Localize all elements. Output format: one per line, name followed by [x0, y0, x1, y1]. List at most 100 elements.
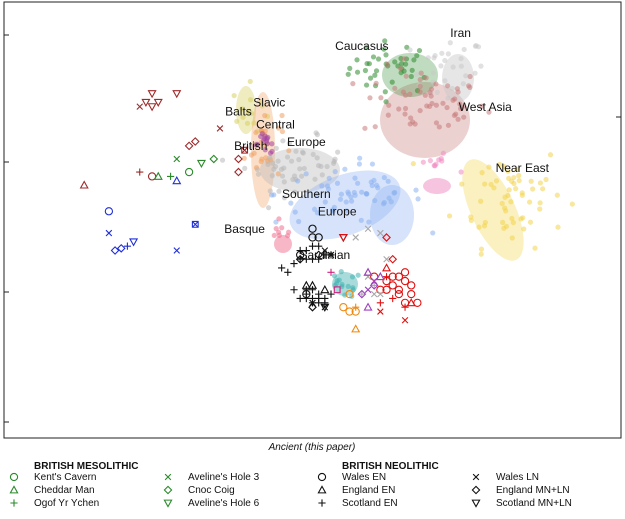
sample-point-mesolithic-green-plus — [166, 172, 175, 180]
sample-point-mesolithic-green-diamond — [209, 154, 219, 164]
reference-point-near-east — [519, 192, 525, 198]
reference-point-near-east — [503, 208, 509, 214]
reference-point-iran — [458, 63, 464, 69]
sample-point-british-neolithic-diamond — [314, 250, 324, 260]
reference-point-west-asia — [428, 86, 435, 92]
sample-point-mesolithic-green-x — [173, 155, 181, 163]
reference-point-caucasus — [382, 89, 388, 95]
reference-point-near-east — [488, 181, 494, 188]
reference-point-west-asia — [402, 105, 409, 112]
reference-point-near-east — [528, 178, 534, 184]
sample-point-british-neolithic-x — [321, 247, 329, 254]
reference-point-iran — [478, 63, 484, 69]
legend-label-scotland-en: Scotland EN — [342, 498, 398, 509]
reference-point-near-east — [532, 245, 538, 251]
reference-point-central-europe — [242, 165, 248, 171]
reference-point-southern-europe — [356, 161, 363, 167]
sample-point-british-neolithic — [302, 246, 310, 255]
reference-point-iran — [449, 85, 455, 92]
reference-point-west-asia — [386, 102, 392, 108]
reference-point-southern-europe — [273, 219, 279, 225]
reference-point-sardinian — [339, 281, 345, 288]
reference-point-west-asia — [486, 109, 492, 115]
reference-point-british — [275, 125, 282, 131]
reference-point-british — [241, 155, 247, 161]
reference-point-sardinian — [349, 274, 356, 280]
reference-point-near-east — [497, 161, 503, 168]
sample-point-purple-cluster-diamond — [357, 289, 367, 299]
reference-point-southern-europe — [343, 208, 350, 214]
reference-population-points — [219, 38, 575, 299]
reference-point-british-purple — [269, 141, 275, 147]
sample-point-aveline-s-hole-3 — [105, 229, 113, 237]
reference-point-southern-europe — [385, 178, 391, 184]
sample-point-orange-cluster — [339, 303, 348, 312]
sample-point-british-neolithic-x — [327, 251, 335, 259]
reference-point-iran — [463, 73, 469, 79]
reference-point-balts — [240, 114, 246, 120]
sample-point-grey-cluster — [377, 229, 384, 237]
reference-point-west-asia — [433, 120, 440, 126]
reference-point-west-asia — [417, 83, 423, 89]
sample-point-british-neolithic-circles — [308, 224, 317, 233]
reference-point-iran — [447, 40, 453, 46]
reference-point-west-asia — [401, 56, 407, 62]
reference-point-caucasus — [347, 65, 353, 71]
sample-point-british-neolithic-diamond — [308, 302, 317, 312]
reference-point-central-europe — [293, 148, 299, 154]
reference-point-southern-europe — [288, 200, 294, 206]
sample-point-british-neolithic — [315, 242, 323, 250]
reference-point-southern-europe — [366, 219, 372, 225]
reference-point-southern-europe — [292, 209, 298, 215]
sample-point-british-neolithic-circles — [314, 233, 323, 242]
reference-point-central-europe — [319, 172, 325, 178]
reference-point-iran — [445, 51, 451, 57]
sample-point-british-neolithic — [284, 268, 292, 276]
reference-point-southern-europe — [359, 189, 365, 195]
sample-point-british-neolithic — [296, 246, 304, 255]
reference-point-west-asia — [378, 95, 384, 101]
sample-point-grey-cluster — [383, 255, 390, 263]
reference-point-iran — [439, 50, 445, 56]
reference-point-central-europe — [269, 173, 275, 179]
reference-point-central-europe — [314, 155, 320, 161]
reference-point-central-europe — [267, 188, 273, 194]
reference-point-central-europe — [219, 157, 226, 163]
sample-point-british-neolithic — [308, 242, 317, 250]
reference-point-central-europe — [265, 161, 271, 167]
sample-point-british-neolithic — [278, 264, 286, 272]
reference-point-central-europe — [281, 179, 287, 185]
reference-point-basque — [271, 232, 277, 239]
reference-point-iran — [438, 63, 444, 69]
sample-point-british-neolithic — [296, 294, 304, 303]
reference-point-southern-europe — [369, 161, 376, 167]
sample-point-mesolithic-red-square — [241, 146, 249, 154]
reference-point-southern-europe — [324, 183, 331, 189]
sample-point-british-neolithic — [302, 286, 310, 294]
reference-point-near-east — [509, 178, 515, 184]
reference-point-west-asia — [451, 112, 458, 119]
reference-point-west-asia — [396, 106, 402, 112]
plot-frame — [3, 1, 622, 439]
sample-point-red-cluster-tri — [406, 298, 416, 307]
reference-point-near-east — [543, 176, 549, 183]
reference-point-british — [279, 112, 285, 119]
sample-point-cnoc-coig — [110, 246, 120, 255]
legend-label-scotland-mn-ln: Scotland MN+LN — [496, 498, 572, 509]
reference-point-caucasus — [354, 57, 360, 63]
sample-point-british-neolithic-x — [321, 303, 329, 311]
reference-point-near-east — [479, 170, 485, 176]
reference-point-southern-europe — [319, 183, 325, 189]
reference-point-balts — [234, 118, 240, 124]
legend-label-aveline-s-hole-6: Aveline's Hole 6 — [188, 498, 260, 509]
reference-point-iran — [472, 70, 478, 76]
reference-point-central-europe — [331, 158, 337, 165]
reference-point-caucasus — [354, 69, 361, 75]
reference-point-west-asia — [372, 124, 378, 130]
reference-point-caucasus — [401, 68, 407, 74]
sample-point-purple-cluster — [375, 271, 385, 281]
reference-point-southern-europe — [314, 192, 320, 198]
reference-point-iran — [425, 55, 431, 61]
hull-near-east — [462, 159, 524, 261]
region-label-southern: Southern — [282, 187, 331, 201]
